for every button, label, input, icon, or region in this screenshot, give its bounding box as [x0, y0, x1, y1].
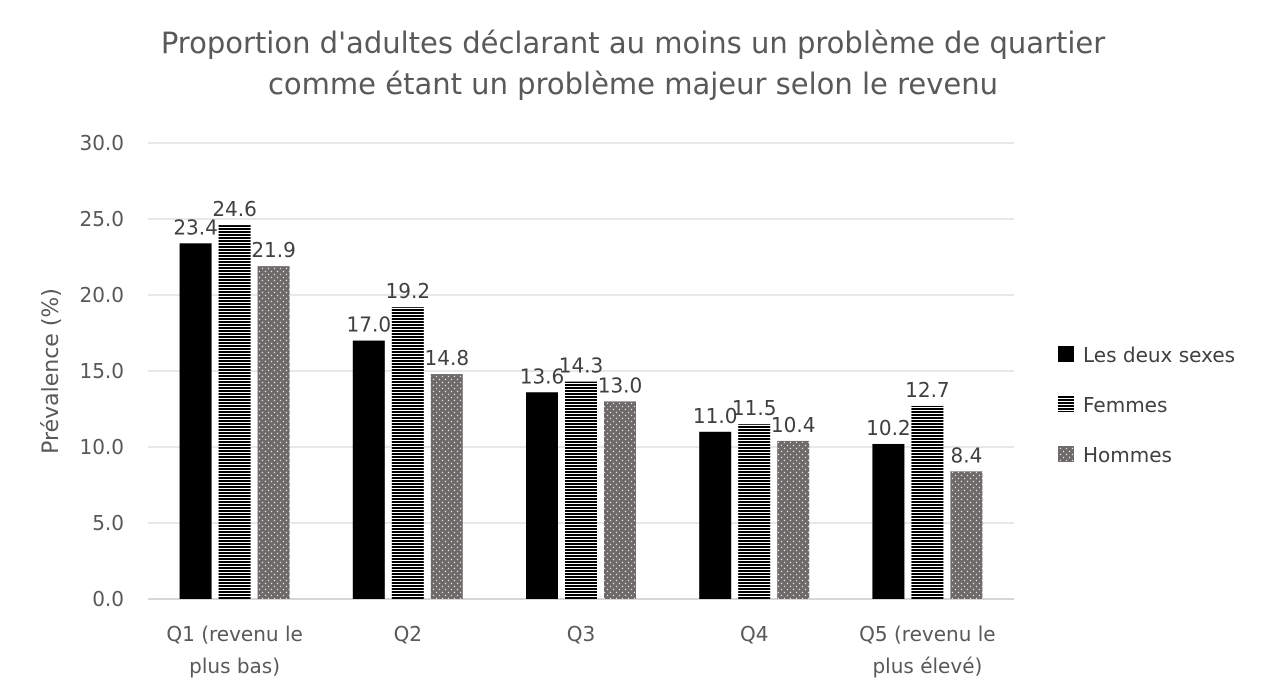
legend-label: Les deux sexes: [1083, 343, 1235, 367]
bar-hommes-q3: [604, 401, 636, 599]
data-label: 23.4: [173, 215, 218, 239]
y-tick-label: 20.0: [79, 283, 124, 307]
chart-title: Proportion d'adultes déclarant au moins …: [161, 26, 1105, 101]
y-tick-label: 30.0: [79, 131, 124, 155]
data-label: 17.0: [347, 313, 392, 337]
bar-hommes-q2: [430, 374, 463, 599]
bar-hommes-q1: [257, 266, 290, 599]
data-label: 12.7: [905, 378, 950, 402]
bars: [179, 225, 983, 599]
bar-les-deux-sexes-q3: [526, 392, 558, 599]
chart-title-line-2: comme étant un problème majeur selon le …: [268, 67, 998, 101]
bar-femmes-q5: [911, 405, 944, 599]
y-tick-label: 25.0: [79, 207, 124, 231]
data-label: 13.6: [520, 364, 565, 388]
category-label: Q5 (revenu le: [859, 622, 995, 646]
chart-title-line-1: Proportion d'adultes déclarant au moins …: [161, 26, 1105, 60]
data-label: 8.4: [950, 443, 982, 467]
legend-swatch-hommes: [1058, 446, 1074, 462]
bar-femmes-q4: [738, 424, 771, 599]
legend-swatch-femmes: [1058, 396, 1074, 412]
y-axis-title: Prévalence (%): [39, 288, 64, 454]
data-label: 11.5: [732, 396, 777, 420]
category-label: Q2: [394, 622, 422, 646]
y-axis-ticks: 0.0 5.0 10.0 15.0 20.0 25.0 30.0: [79, 131, 124, 611]
bar-femmes-q3: [565, 381, 597, 599]
bar-les-deux-sexes-q1: [179, 243, 212, 599]
data-label: 11.0: [693, 404, 738, 428]
bar-hommes-q5: [950, 471, 983, 599]
data-label: 13.0: [598, 373, 643, 397]
data-label: 21.9: [251, 238, 296, 262]
legend-swatch-les-deux-sexes: [1058, 346, 1074, 362]
data-label: 14.3: [559, 354, 604, 378]
bar-les-deux-sexes-q2: [352, 340, 385, 599]
category-label: Q4: [740, 622, 768, 646]
y-tick-label: 5.0: [92, 511, 124, 535]
x-axis-categories: Q1 (revenu le plus bas) Q2 Q3 Q4 Q5 (revenu l…: [166, 622, 995, 678]
legend-label: Hommes: [1083, 443, 1172, 467]
y-tick-label: 10.0: [79, 435, 124, 459]
bar-les-deux-sexes-q4: [699, 431, 732, 599]
category-label: plus bas): [189, 654, 280, 678]
data-label: 19.2: [386, 279, 431, 303]
category-label: Q3: [567, 622, 595, 646]
y-tick-label: 0.0: [92, 587, 124, 611]
y-tick-label: 15.0: [79, 359, 124, 383]
legend-label: Femmes: [1083, 393, 1167, 417]
bar-femmes-q2: [391, 307, 424, 599]
bar-hommes-q4: [777, 440, 810, 599]
data-label: 24.6: [212, 197, 257, 221]
legend: Les deux sexes Femmes Hommes: [1058, 343, 1235, 467]
data-label: 10.4: [771, 413, 816, 437]
data-label: 10.2: [866, 416, 911, 440]
data-labels: 23.424.6 21.9 17.0 19.2 14.8 13.614.313.0 11.0…: [173, 197, 982, 467]
category-label: Q1 (revenu le: [166, 622, 302, 646]
data-label: 14.8: [425, 346, 470, 370]
bar-femmes-q1: [218, 225, 251, 599]
category-label: plus élevé): [872, 654, 982, 678]
bar-les-deux-sexes-q5: [872, 443, 905, 599]
